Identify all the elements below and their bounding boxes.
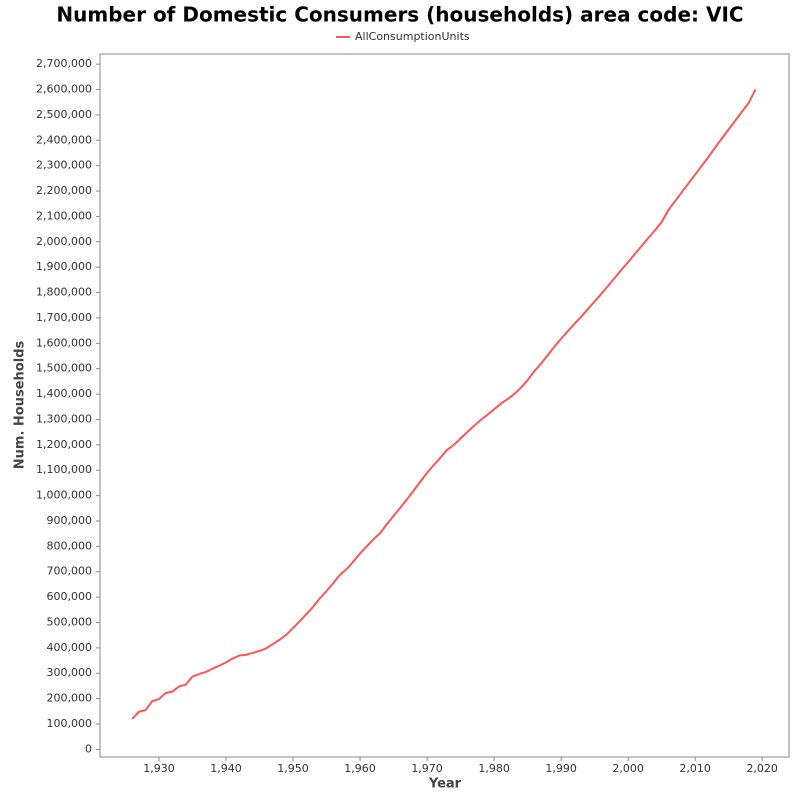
y-axis-label: Num. Households xyxy=(13,341,28,470)
y-tick-label: 2,700,000 xyxy=(36,57,92,70)
x-axis-label: Year xyxy=(428,777,462,792)
y-tick-label: 2,400,000 xyxy=(36,133,92,146)
y-tick-label: 300,000 xyxy=(47,666,93,679)
y-tick-label: 1,100,000 xyxy=(36,463,92,476)
y-tick-label: 2,600,000 xyxy=(36,83,92,96)
x-tick-label: 1,930 xyxy=(143,762,175,775)
x-tick-label: 1,990 xyxy=(545,762,577,775)
y-tick-label: 500,000 xyxy=(47,615,93,628)
y-tick-label: 400,000 xyxy=(47,641,93,654)
x-tick-label: 2,020 xyxy=(746,762,778,775)
y-tick-label: 1,800,000 xyxy=(36,286,92,299)
x-tick-label: 1,960 xyxy=(344,762,376,775)
y-tick-label: 2,100,000 xyxy=(36,209,92,222)
x-tick-label: 1,950 xyxy=(277,762,309,775)
y-tick-label: 1,500,000 xyxy=(36,362,92,375)
y-tick-label: 1,000,000 xyxy=(36,489,92,502)
y-tick-label: 100,000 xyxy=(47,717,93,730)
y-tick-label: 1,600,000 xyxy=(36,336,92,349)
x-tick-label: 1,980 xyxy=(478,762,510,775)
x-tick-label: 2,000 xyxy=(612,762,644,775)
chart-title: Number of Domestic Consumers (households… xyxy=(56,3,743,27)
y-tick-label: 900,000 xyxy=(47,514,93,527)
y-tick-label: 2,200,000 xyxy=(36,184,92,197)
y-tick-label: 2,500,000 xyxy=(36,108,92,121)
y-tick-label: 800,000 xyxy=(47,539,93,552)
y-tick-label: 1,200,000 xyxy=(36,438,92,451)
y-tick-label: 0 xyxy=(85,742,92,755)
y-tick-label: 1,900,000 xyxy=(36,260,92,273)
y-tick-label: 2,000,000 xyxy=(36,235,92,248)
data-line xyxy=(131,89,757,720)
plot-frame xyxy=(99,53,790,758)
y-tick-label: 2,300,000 xyxy=(36,159,92,172)
x-tick-label: 2,010 xyxy=(679,762,711,775)
x-tick-label: 1,970 xyxy=(411,762,443,775)
y-tick-label: 1,400,000 xyxy=(36,387,92,400)
legend-label: AllConsumptionUnits xyxy=(355,30,470,43)
y-tick-label: 700,000 xyxy=(47,565,93,578)
y-tick-label: 1,300,000 xyxy=(36,412,92,425)
y-tick-label: 200,000 xyxy=(47,692,93,705)
y-tick-label: 600,000 xyxy=(47,590,93,603)
x-tick-label: 1,940 xyxy=(210,762,242,775)
y-tick-label: 1,700,000 xyxy=(36,311,92,324)
